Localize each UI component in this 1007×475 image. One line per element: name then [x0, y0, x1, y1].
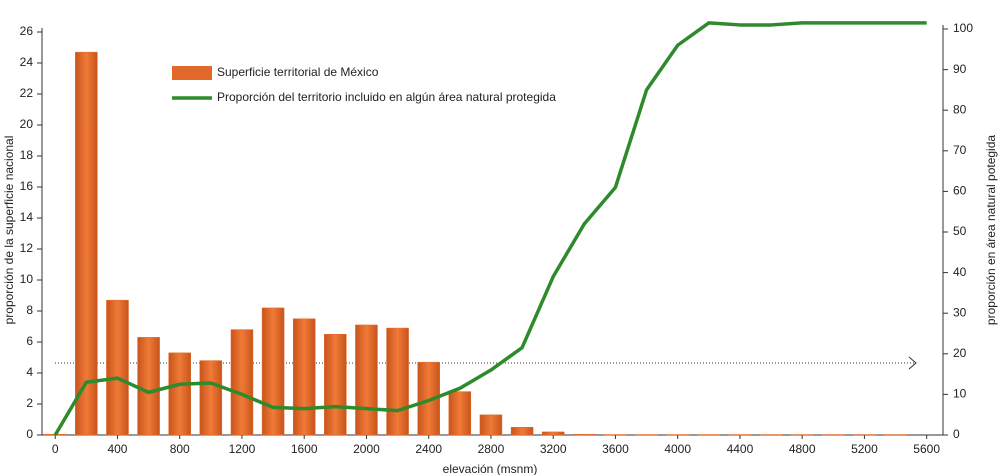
bar — [199, 360, 223, 436]
y-tick-label: 26 — [20, 24, 34, 38]
y-tick-label: 14 — [20, 210, 34, 224]
y-axis-label: proporción de la superficie nacional — [2, 136, 16, 325]
bar — [448, 391, 472, 436]
bar — [75, 51, 98, 436]
y2-tick-label: 70 — [953, 143, 967, 157]
bar — [417, 361, 440, 436]
x-tick-label: 3600 — [602, 442, 629, 456]
x-tick-label: 1200 — [229, 442, 256, 456]
y-tick-label: 20 — [20, 117, 34, 131]
reference-arrow — [908, 356, 917, 370]
y-tick-label: 12 — [20, 241, 34, 255]
bar — [137, 337, 160, 436]
y-tick-label: 2 — [26, 396, 33, 410]
y-tick-label: 8 — [26, 303, 33, 317]
y-tick-label: 22 — [20, 86, 34, 100]
x-tick-label: 4800 — [789, 442, 816, 456]
x-tick-label: 2000 — [353, 442, 380, 456]
x-tick-label: 5200 — [851, 442, 878, 456]
bar — [479, 414, 503, 436]
y-tick-label: 10 — [20, 272, 34, 286]
bar — [106, 299, 129, 436]
bar — [573, 433, 596, 436]
legend-label: Proporción del territorio incluido en al… — [217, 90, 556, 104]
x-tick-label: 800 — [170, 442, 190, 456]
x-tick-label: 1600 — [291, 442, 318, 456]
y-tick-label: 24 — [20, 55, 34, 69]
y2-tick-label: 0 — [953, 427, 960, 441]
x-tick-label: 4000 — [664, 442, 691, 456]
bar — [386, 327, 409, 436]
x-tick-label: 0 — [52, 442, 59, 456]
x-axis-label: elevación (msnm) — [443, 462, 538, 475]
bar — [230, 329, 254, 436]
y-tick-label: 16 — [20, 179, 34, 193]
y-tick-label: 0 — [26, 427, 33, 441]
line — [53, 21, 927, 436]
x-tick-label: 400 — [107, 442, 127, 456]
x-tick-label: 5600 — [913, 442, 940, 456]
x-tick-label: 4400 — [727, 442, 754, 456]
y2-tick-label: 10 — [953, 387, 967, 401]
bar — [510, 427, 534, 436]
bar — [261, 307, 285, 436]
y2-tick-label: 50 — [953, 224, 967, 238]
y-tick-label: 18 — [20, 148, 34, 162]
x-tick-label: 2400 — [415, 442, 442, 456]
y2-tick-label: 20 — [953, 346, 967, 360]
y2-axis-label: proporción en área natural potegida — [984, 135, 998, 325]
x-tick-label: 3200 — [540, 442, 567, 456]
y2-tick-label: 40 — [953, 265, 967, 279]
bar — [292, 318, 316, 436]
y2-tick-label: 80 — [953, 102, 967, 116]
y2-tick-label: 100 — [953, 21, 973, 35]
bar — [168, 352, 191, 436]
bar — [541, 431, 565, 436]
y2-tick-label: 90 — [953, 62, 967, 76]
x-tick-label: 2800 — [478, 442, 505, 456]
legend-label: Superficie territorial de México — [217, 65, 379, 79]
legend-swatch — [172, 66, 212, 80]
y-tick-label: 4 — [26, 365, 33, 379]
bar — [324, 334, 347, 436]
y2-tick-label: 30 — [953, 305, 967, 319]
bar — [355, 324, 378, 436]
y2-tick-label: 60 — [953, 184, 967, 198]
y-tick-label: 6 — [26, 334, 33, 348]
